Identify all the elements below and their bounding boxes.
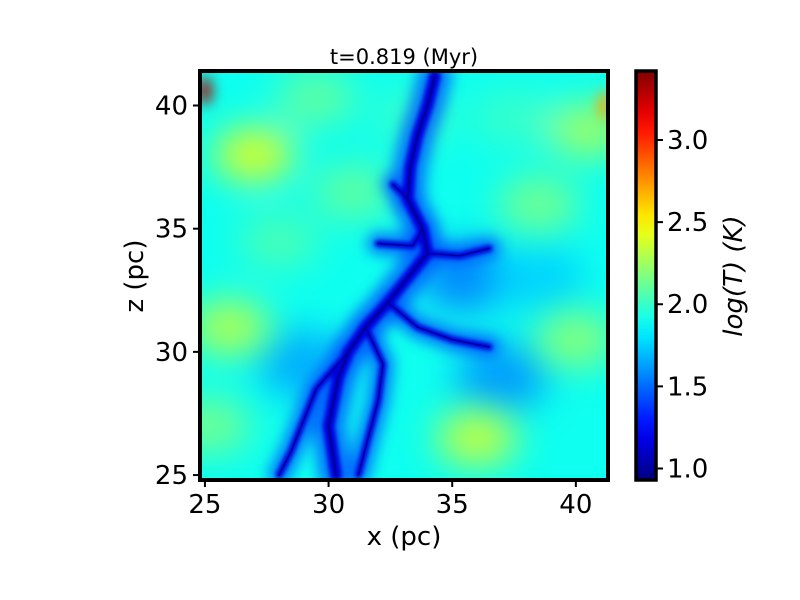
colorbar-tick-label: 2.5 [667,208,708,238]
hot-spot [200,76,212,105]
colorbar-gradient [636,71,656,480]
filament-core [426,247,491,257]
warm-region [498,176,579,233]
heatmap-area [200,71,608,480]
warm-region [200,299,270,356]
x-tick-label: 40 [559,490,592,520]
y-axis-ticks: 25 30 35 40 [155,91,200,491]
y-tick-label: 40 [155,91,188,121]
x-axis-ticks: 25 30 35 40 [188,480,592,520]
filament-core [392,183,409,200]
warm-region [548,102,608,159]
y-tick-label: 35 [155,215,188,245]
warm-region [276,71,357,127]
y-axis-label: z (pc) [120,240,150,313]
warm-region [436,410,517,467]
plot-title: t=0.819 (Myr) [330,45,478,69]
warm-region [214,126,295,183]
x-tick-label: 30 [312,490,345,520]
warm-region [474,89,555,146]
colorbar-tick-label: 1.5 [667,372,708,402]
x-axis-label: x (pc) [367,522,442,552]
colorbar-tick-label: 3.0 [667,126,708,156]
colorbar-ticks: 1.0 1.5 2.0 2.5 3.0 [656,126,708,485]
cool-region [492,243,585,312]
filament-core [327,74,437,477]
colorbar-frame [634,69,658,482]
cool-region [455,342,548,411]
filament-core [377,227,424,247]
hot-spot [598,91,608,120]
filament-core [387,301,491,348]
x-tick-label: 35 [436,490,469,520]
warm-region [239,213,320,270]
warm-region [313,163,394,220]
warm-region [200,397,250,454]
warm-region [535,311,608,368]
x-tick-label: 25 [188,490,221,520]
plot-frame [198,69,610,482]
colorbar-label: log(T) (K) [719,215,749,336]
y-tick-label: 25 [155,461,188,491]
filament-core [278,351,350,476]
filament-core [357,326,384,476]
colorbar: 1.0 1.5 2.0 2.5 3.0 log(T) (K) [634,69,749,485]
colorbar-tick-label: 2.0 [667,290,708,320]
colorbar-tick-label: 1.0 [667,455,708,485]
y-tick-label: 30 [155,338,188,368]
